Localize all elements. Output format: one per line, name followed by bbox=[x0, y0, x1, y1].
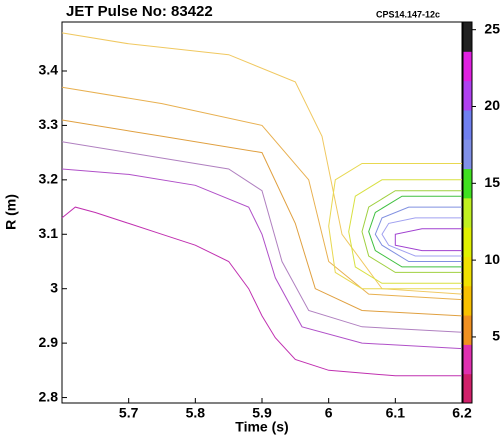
x-tick-label: 5.9 bbox=[252, 405, 272, 421]
colorbar-segment bbox=[463, 315, 472, 345]
contour-line bbox=[61, 141, 463, 333]
colorbar-segment bbox=[463, 373, 472, 404]
colorbar-segment bbox=[463, 197, 472, 228]
contour-line bbox=[61, 206, 462, 377]
x-tick-label: 5.8 bbox=[186, 405, 206, 421]
colorbar-segment bbox=[463, 22, 472, 52]
colorbar-tick-label: 15 bbox=[484, 174, 500, 190]
colorbar-segment bbox=[463, 344, 472, 375]
x-axis-label: Time (s) bbox=[235, 419, 288, 435]
y-tick-label: 3.1 bbox=[39, 225, 59, 241]
colorbar-segment bbox=[463, 168, 472, 199]
contour-line bbox=[61, 86, 463, 301]
colorbar-tick-label: 25 bbox=[484, 20, 500, 36]
colorbar-tick-label: 5 bbox=[492, 328, 500, 344]
x-tick-label: 6.2 bbox=[452, 405, 472, 421]
chart-title: JET Pulse No: 83422 bbox=[66, 3, 213, 20]
contour-line bbox=[61, 119, 463, 317]
colorbar-segment bbox=[463, 227, 472, 257]
contour-line bbox=[374, 206, 462, 262]
colorbar-segment bbox=[463, 80, 472, 111]
y-tick-label: 3 bbox=[50, 279, 58, 295]
contour-line bbox=[381, 217, 462, 257]
colorbar-segment bbox=[463, 109, 472, 140]
x-tick-label: 6.1 bbox=[386, 405, 406, 421]
y-tick-label: 2.8 bbox=[39, 388, 59, 404]
contour-line bbox=[348, 179, 462, 284]
y-axis-label: R (m) bbox=[3, 194, 19, 230]
colorbar-frame bbox=[462, 21, 473, 404]
x-tick-label: 5.7 bbox=[119, 405, 139, 421]
y-tick-label: 3.2 bbox=[39, 171, 59, 187]
annotation: CPS14.147-12c bbox=[376, 9, 440, 19]
contour-line bbox=[361, 190, 462, 273]
y-tick-label: 3.4 bbox=[39, 62, 59, 78]
colorbar-segment bbox=[463, 256, 472, 287]
colorbar-tick-label: 20 bbox=[484, 97, 500, 113]
contour-line bbox=[368, 195, 462, 268]
colorbar-segment bbox=[463, 51, 472, 82]
colorbar-segment bbox=[463, 285, 472, 316]
contour-line bbox=[328, 163, 462, 290]
colorbar-segment bbox=[463, 139, 472, 170]
plot-frame bbox=[61, 21, 463, 404]
colorbar-tick-label: 10 bbox=[484, 251, 500, 267]
y-tick-label: 3.3 bbox=[39, 116, 59, 132]
contour-line bbox=[394, 228, 462, 252]
contour-line bbox=[61, 168, 463, 350]
x-tick-label: 6 bbox=[325, 405, 333, 421]
y-tick-label: 2.9 bbox=[39, 334, 59, 350]
